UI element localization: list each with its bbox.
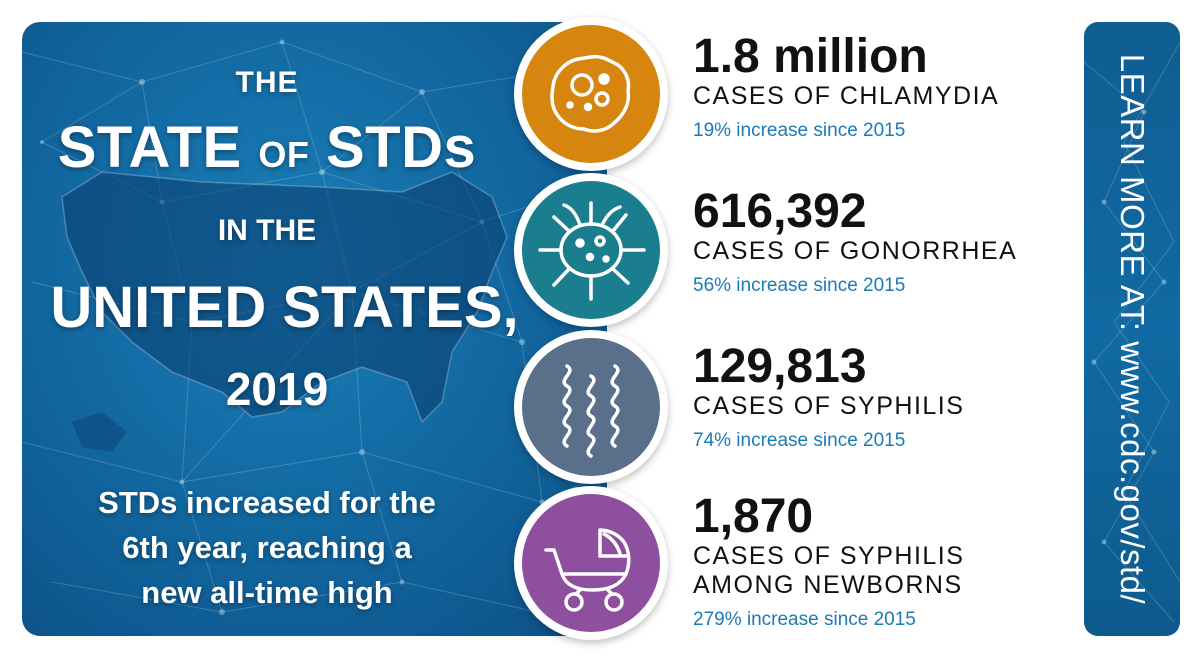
- stat-chlamydia: 1.8 million CASES OF CHLAMYDIA 19% incre…: [693, 32, 999, 142]
- title-line-year: 2019: [225, 363, 329, 415]
- learn-more-bar[interactable]: LEARN MORE AT: www.cdc.gov/std/: [1084, 22, 1180, 636]
- newborn-syphilis-circle: [514, 486, 668, 640]
- stat-newborn-syphilis: 1,870 CASES OF SYPHILIS AMONG NEWBORNS 2…: [693, 492, 964, 631]
- chlamydia-circle: [514, 17, 668, 171]
- stat-label: CASES OF GONORRHEA: [693, 237, 1018, 265]
- stat-increase: 19% increase since 2015: [693, 120, 906, 141]
- stat-number: 1,870: [693, 490, 814, 543]
- stat-number: 1.8 million: [693, 30, 928, 83]
- stat-number: 129,813: [693, 340, 867, 393]
- network-background: [1084, 41, 1180, 623]
- title-line-in-the: IN THE: [217, 214, 317, 247]
- syphilis-circle: [514, 330, 668, 484]
- subtitle: STDs increased for the 6th year, reachin…: [98, 485, 436, 610]
- stat-gonorrhea: 616,392 CASES OF GONORRHEA 56% increase …: [693, 187, 1017, 297]
- stat-number: 616,392: [693, 185, 867, 238]
- stat-label-line2: AMONG NEWBORNS: [693, 571, 963, 599]
- baby-carriage-icon: [544, 528, 631, 612]
- network-map-background: [22, 39, 607, 623]
- stat-label: CASES OF SYPHILIS: [693, 392, 965, 420]
- title-line-state-of-stds: STATE OF STDs: [57, 115, 477, 180]
- bacteria-cell-icon: [550, 54, 631, 133]
- stat-increase: 56% increase since 2015: [693, 275, 906, 296]
- stat-syphilis: 129,813 CASES OF SYPHILIS 74% increase s…: [693, 342, 964, 452]
- gonorrhea-circle: [514, 173, 668, 327]
- stat-label: CASES OF SYPHILIS: [693, 542, 965, 570]
- stat-increase: 279% increase since 2015: [693, 609, 916, 630]
- spirochete-icon: [562, 364, 620, 458]
- microbe-icon: [538, 201, 646, 301]
- title-panel: THE STATE OF STDs IN THE UNITED STATES, …: [22, 22, 607, 636]
- title-line-the: THE: [235, 66, 299, 99]
- stat-increase: 74% increase since 2015: [693, 430, 906, 451]
- stat-label: CASES OF CHLAMYDIA: [693, 82, 1000, 110]
- learn-more-link[interactable]: LEARN MORE AT: www.cdc.gov/std/: [1114, 53, 1151, 605]
- us-map-silhouette: [61, 171, 508, 424]
- title-line-united-states: UNITED STATES,: [50, 275, 519, 340]
